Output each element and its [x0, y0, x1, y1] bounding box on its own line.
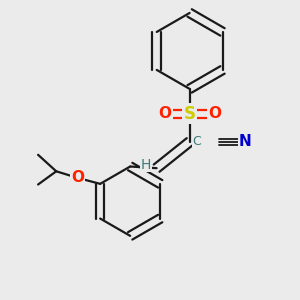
Text: H: H	[141, 158, 151, 172]
Text: N: N	[239, 134, 251, 149]
Text: O: O	[71, 170, 84, 185]
Text: C: C	[193, 135, 201, 148]
Text: O: O	[158, 106, 171, 121]
Text: S: S	[184, 105, 196, 123]
Text: O: O	[208, 106, 221, 121]
